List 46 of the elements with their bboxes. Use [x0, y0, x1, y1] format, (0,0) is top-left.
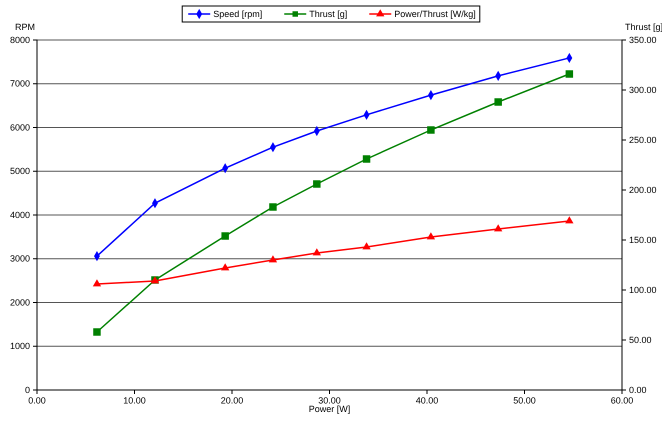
- point: [312, 248, 321, 256]
- point: [427, 126, 435, 134]
- x-tick-label: 30.00: [318, 395, 341, 406]
- y-tick-label: 3000: [10, 254, 30, 264]
- y2-tick-label: 0.00: [629, 384, 647, 395]
- y2-tick-label: 300.00: [629, 84, 657, 95]
- point: [221, 232, 229, 240]
- y-tick-label: 4000: [10, 210, 30, 220]
- point: [313, 180, 321, 188]
- x-tick-label: 50.00: [513, 395, 536, 406]
- point: [494, 98, 502, 106]
- legend-label: Speed [rpm]: [213, 9, 262, 19]
- point: [362, 242, 371, 250]
- point: [269, 203, 277, 211]
- y-tick-label: 8000: [10, 34, 30, 45]
- x-tick-label: 60.00: [610, 395, 634, 406]
- y2-tick-label: 200.00: [629, 184, 657, 195]
- x-tick-label: 0.00: [28, 395, 46, 406]
- point: [494, 224, 502, 232]
- point: [566, 70, 574, 78]
- y-tick-label: 1000: [10, 341, 30, 352]
- y-tick-label: 0: [24, 384, 30, 395]
- y2-tick-label: 100.00: [629, 284, 657, 295]
- y2-tick-label: 250.00: [629, 134, 657, 145]
- point: [362, 155, 370, 163]
- y-tick-label: 2000: [10, 297, 30, 308]
- y2-axis-title: Thrust [g]: [624, 22, 662, 32]
- y2-tick-label: 50.00: [629, 334, 652, 345]
- x-tick-label: 20.00: [220, 395, 244, 406]
- y-axis-title: RPM: [15, 22, 35, 32]
- y2-tick-label: 150.00: [629, 234, 657, 245]
- point: [92, 279, 102, 286]
- x-tick-label: 40.00: [416, 395, 438, 406]
- y-tick-label: 7000: [10, 78, 30, 89]
- point: [268, 255, 278, 262]
- y2-tick-label: 350.00: [629, 34, 657, 45]
- point: [565, 216, 574, 224]
- legend-label: Power/Thrust [W/kg]: [394, 9, 476, 19]
- y-tick-label: 5000: [10, 166, 30, 176]
- legend-label: Thrust [g]: [309, 9, 348, 19]
- point: [221, 263, 230, 270]
- x-axis-title: Power [W]: [308, 404, 350, 414]
- point: [426, 232, 436, 240]
- y-tick-label: 6000: [10, 122, 30, 132]
- x-tick-label: 10.00: [123, 395, 146, 406]
- point: [93, 328, 101, 336]
